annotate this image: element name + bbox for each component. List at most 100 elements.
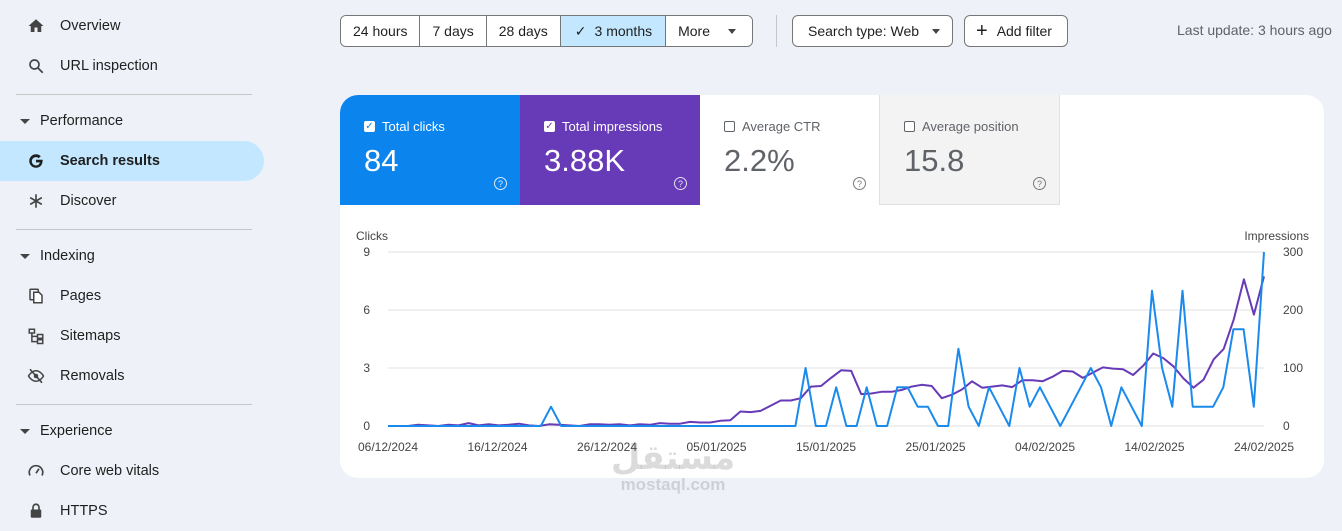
x-tick-label: 04/02/2025 (1015, 440, 1075, 454)
series-line-clicks (388, 251, 1265, 427)
section-indexing-label: Indexing (40, 248, 95, 264)
nav-https-label: HTTPS (60, 503, 108, 519)
section-performance[interactable]: Performance (0, 103, 264, 139)
pages-icon (26, 286, 46, 306)
sitemap-icon (26, 326, 46, 346)
x-tick-label: 25/01/2025 (905, 440, 965, 454)
x-tick-label: 16/12/2024 (467, 440, 527, 454)
date-range-selector: 24 hours 7 days 28 days ✓ 3 months More (340, 15, 754, 47)
divider (16, 229, 252, 230)
nav-overview[interactable]: Overview (0, 6, 264, 46)
metric-total-clicks[interactable]: ✓ Total clicks 84 ? (340, 95, 520, 205)
x-tick-label: 14/02/2025 (1124, 440, 1184, 454)
range-label: 7 days (432, 23, 474, 39)
checkbox-unchecked-icon[interactable] (904, 121, 915, 132)
nav-core-web-vitals[interactable]: Core web vitals (0, 451, 264, 491)
add-filter-button[interactable]: + Add filter (964, 15, 1068, 47)
right-tick-label: 200 (1283, 303, 1303, 317)
lock-icon (26, 501, 46, 521)
left-axis-title: Clicks (356, 229, 388, 243)
nav-overview-label: Overview (60, 18, 121, 34)
left-tick-label: 9 (363, 245, 370, 259)
right-axis-title: Impressions (1244, 229, 1309, 243)
nav-url-inspection-label: URL inspection (60, 58, 158, 74)
asterisk-icon (26, 191, 46, 211)
metric-average-ctr[interactable]: Average CTR 2.2% ? (700, 95, 880, 205)
checkbox-unchecked-icon[interactable] (724, 121, 735, 132)
left-tick-label: 3 (363, 361, 370, 375)
dropdown-arrow-icon (728, 28, 737, 34)
metric-total-impressions[interactable]: ✓ Total impressions 3.88K ? (520, 95, 700, 205)
right-tick-label: 300 (1283, 245, 1303, 259)
section-experience[interactable]: Experience (0, 413, 264, 449)
range-more-dropdown[interactable]: More (666, 16, 753, 46)
range-label: 24 hours (353, 23, 408, 39)
nav-url-inspection[interactable]: URL inspection (0, 46, 264, 86)
nav-sitemaps[interactable]: Sitemaps (0, 316, 264, 356)
checkmark-icon: ✓ (574, 22, 587, 39)
metric-average-position[interactable]: Average position 15.8 ? (880, 95, 1060, 205)
metric-value: 2.2% (724, 143, 795, 178)
nav-core-web-vitals-label: Core web vitals (60, 463, 160, 479)
range-28-days[interactable]: 28 days (486, 16, 561, 46)
x-tick-label: 26/12/2024 (577, 440, 637, 454)
divider (16, 404, 252, 405)
performance-card: ✓ Total clicks 84 ? ✓ Total impressions 3.… (340, 95, 1324, 478)
metric-value: 3.88K (544, 143, 626, 178)
x-tick-label: 05/01/2025 (686, 440, 746, 454)
range-label: More (678, 23, 711, 39)
metric-value: 84 (364, 143, 399, 178)
range-24-hours[interactable]: 24 hours (341, 16, 421, 46)
x-tick-label: 15/01/2025 (796, 440, 856, 454)
plus-icon: + (976, 20, 988, 42)
nav-removals[interactable]: Removals (0, 356, 264, 396)
search-icon (26, 56, 46, 76)
metric-label: Total impressions (562, 119, 663, 134)
last-update-text: Last update: 3 hours ago (1177, 22, 1332, 38)
nav-search-results[interactable]: Search results (0, 141, 264, 181)
series-line-impressions (388, 276, 1265, 427)
section-indexing[interactable]: Indexing (0, 238, 264, 274)
nav-pages-label: Pages (60, 288, 102, 304)
checkbox-checked-icon[interactable]: ✓ (364, 120, 375, 132)
nav-discover[interactable]: Discover (0, 181, 264, 221)
eye-off-icon (26, 366, 46, 386)
help-icon[interactable]: ? (1033, 177, 1046, 190)
add-filter-label: Add filter (996, 23, 1052, 39)
left-tick-label: 6 (363, 303, 370, 317)
caret-down-icon (20, 118, 30, 124)
x-tick-label: 24/02/2025 (1234, 440, 1294, 454)
right-tick-label: 100 (1283, 361, 1303, 375)
range-3-months[interactable]: ✓ 3 months (560, 16, 667, 46)
nav-discover-label: Discover (60, 193, 117, 209)
nav-sitemaps-label: Sitemaps (60, 328, 121, 344)
checkbox-checked-icon[interactable]: ✓ (544, 120, 555, 132)
section-experience-label: Experience (40, 423, 113, 439)
metric-label: Average CTR (742, 119, 821, 134)
section-performance-label: Performance (40, 113, 124, 129)
nav-removals-label: Removals (60, 368, 125, 384)
google-g-icon (26, 151, 46, 171)
range-7-days[interactable]: 7 days (420, 16, 487, 46)
help-icon[interactable]: ? (494, 177, 507, 190)
metric-label: Total clicks (382, 119, 445, 134)
nav-pages[interactable]: Pages (0, 276, 264, 316)
search-type-dropdown[interactable]: Search type: Web (792, 15, 954, 47)
help-icon[interactable]: ? (674, 177, 687, 190)
left-tick-label: 0 (363, 419, 370, 433)
nav-https[interactable]: HTTPS (0, 491, 264, 531)
right-tick-label: 0 (1283, 419, 1290, 433)
range-label: 3 months (594, 23, 653, 39)
metric-label: Average position (922, 119, 1019, 134)
nav-search-results-label: Search results (60, 153, 160, 169)
x-tick-label: 06/12/2024 (358, 440, 418, 454)
performance-chart[interactable]: Clicks Impressions 0 3 6 9 0 100 200 300 06/12/2… (340, 95, 1324, 478)
watermark-latin: mostaql.com (620, 475, 726, 494)
dropdown-arrow-icon (932, 28, 941, 34)
help-icon[interactable]: ? (853, 177, 866, 190)
sidebar: Overview URL inspection Performance Sear… (0, 0, 270, 519)
watermark-arabic: مستقل (610, 439, 736, 477)
caret-down-icon (20, 253, 30, 259)
range-label: 28 days (498, 23, 548, 39)
metric-value: 15.8 (904, 143, 965, 178)
